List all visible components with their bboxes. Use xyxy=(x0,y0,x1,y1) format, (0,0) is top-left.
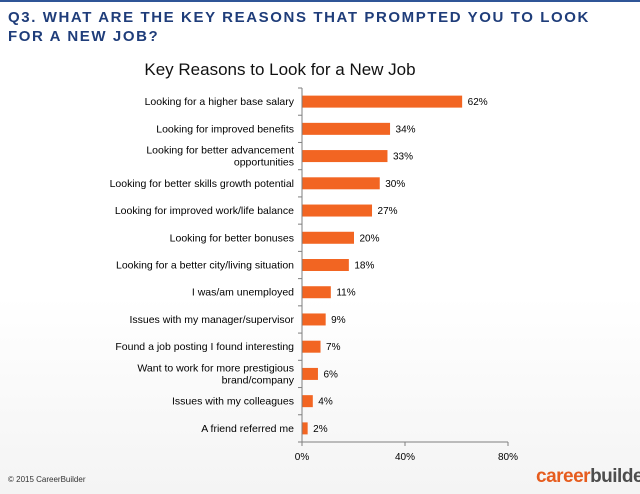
category-label: Want to work for more prestigious brand/c… xyxy=(137,362,294,386)
bar xyxy=(302,422,308,435)
logo-text-builder: builder xyxy=(590,466,640,487)
bar xyxy=(302,340,321,353)
category-label-line: Issues with my colleagues xyxy=(172,396,294,408)
category-label-line: Looking for better advancement xyxy=(146,145,294,157)
value-label: 9% xyxy=(331,315,346,326)
category-label-line: opportunities xyxy=(234,157,294,169)
category-label: Issues with my manager/supervisor xyxy=(129,314,294,326)
value-label: 6% xyxy=(323,369,338,380)
category-label-line: I was/am unemployed xyxy=(192,287,294,299)
category-label-line: A friend referred me xyxy=(201,423,294,435)
logo-text-career: career xyxy=(536,466,591,487)
bar xyxy=(302,95,463,108)
bar xyxy=(302,122,391,135)
bar xyxy=(302,367,318,380)
category-label: A friend referred me xyxy=(201,423,294,435)
bar xyxy=(302,150,388,163)
category-label-line: Looking for a better city/living situati… xyxy=(116,260,294,272)
bar xyxy=(302,395,313,408)
value-label: 18% xyxy=(354,261,374,272)
value-label: 62% xyxy=(468,97,488,108)
value-label: 2% xyxy=(313,424,328,435)
copyright-notice: © 2015 CareerBuilder xyxy=(8,475,86,484)
chart-title: Key Reasons to Look for a New Job xyxy=(144,60,416,79)
bar xyxy=(302,177,380,190)
x-tick-label: 0% xyxy=(295,452,310,463)
category-label: Looking for improved work/life balance xyxy=(115,205,294,217)
x-tick-label: 80% xyxy=(498,452,518,463)
value-label: 30% xyxy=(385,179,405,190)
category-label: Looking for a higher base salary xyxy=(145,96,295,108)
category-label-line: Looking for improved benefits xyxy=(156,123,294,135)
careerbuilder-logo: careerbuilder xyxy=(536,466,640,488)
category-label: Looking for better bonuses xyxy=(170,232,294,244)
category-label-line: Want to work for more prestigious xyxy=(137,362,294,374)
category-label: I was/am unemployed xyxy=(192,287,294,299)
category-label-line: Issues with my manager/supervisor xyxy=(129,314,294,326)
category-label-line: Looking for better skills growth potenti… xyxy=(110,178,294,190)
category-label-line: Looking for a higher base salary xyxy=(145,96,295,108)
category-label: Looking for better skills growth potenti… xyxy=(110,178,294,190)
category-label: Issues with my colleagues xyxy=(172,396,294,408)
value-label: 33% xyxy=(393,152,413,163)
value-label: 20% xyxy=(360,233,380,244)
value-label: 7% xyxy=(326,342,341,353)
category-label: Looking for better advancement opportunit… xyxy=(146,145,294,169)
category-label: Looking for improved benefits xyxy=(156,123,294,135)
bar xyxy=(302,313,326,326)
question-heading: Q3. WHAT ARE THE KEY REASONS THAT PROMPT… xyxy=(8,9,590,45)
bar xyxy=(302,259,349,271)
category-label-line: brand/company xyxy=(222,374,295,386)
top-rule xyxy=(0,0,640,2)
category-label-line: Found a job posting I found interesting xyxy=(115,341,294,353)
bar xyxy=(302,286,331,299)
value-label: 4% xyxy=(318,397,333,408)
bar xyxy=(302,231,354,244)
category-label-line: Looking for better bonuses xyxy=(170,232,294,244)
category-label: Looking for a better city/living situati… xyxy=(116,260,294,272)
bar xyxy=(302,204,373,217)
category-label-line: Looking for improved work/life balance xyxy=(115,205,294,217)
value-label: 27% xyxy=(378,206,398,217)
value-label: 11% xyxy=(336,288,355,299)
category-label: Found a job posting I found interesting xyxy=(115,341,294,353)
x-tick-label: 40% xyxy=(395,452,415,463)
value-label: 34% xyxy=(396,124,416,135)
